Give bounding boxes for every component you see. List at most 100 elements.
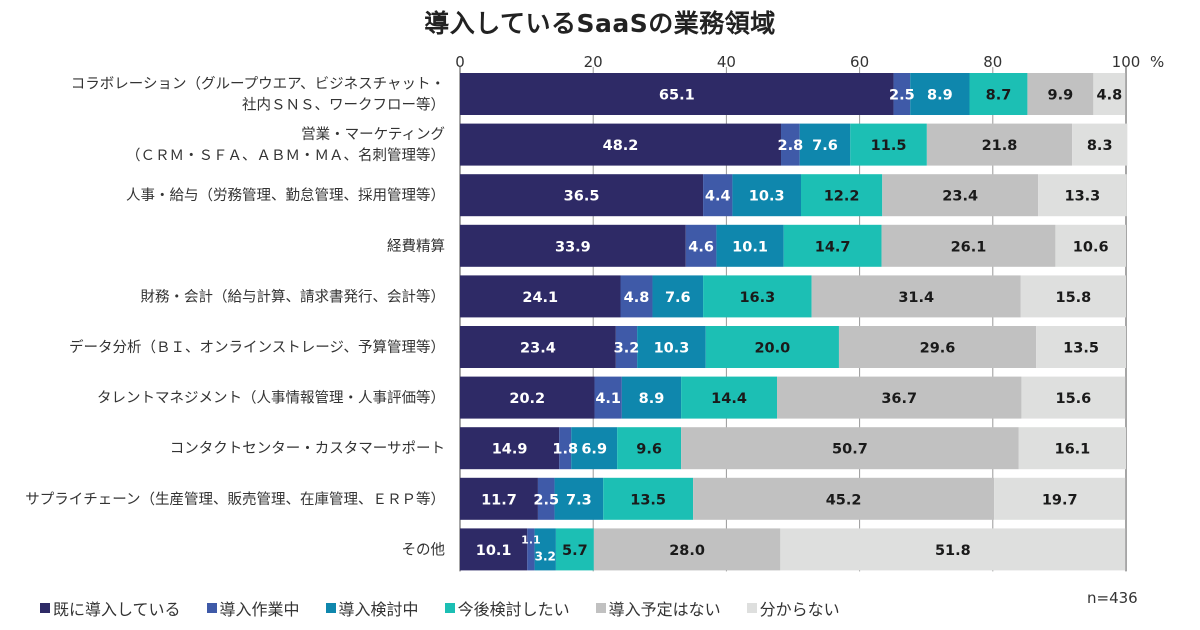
bar-segment	[850, 123, 927, 166]
bar-segment	[705, 326, 839, 368]
value-label: 28.0	[669, 543, 705, 559]
bar-segment	[571, 427, 618, 470]
bar-segment	[460, 174, 704, 217]
value-label: 8.9	[639, 391, 665, 407]
bar-segment	[617, 427, 682, 470]
bar-segment	[460, 275, 621, 318]
value-label: 13.3	[1064, 189, 1100, 205]
value-label: 3.2	[614, 341, 640, 357]
bar-segment	[534, 528, 556, 571]
bar-segment	[460, 376, 595, 419]
category-label: サプライチェーン（生産管理、販売管理、在庫管理、ＥＲＰ等）	[25, 490, 445, 508]
category-labels: コラボレーション（グループウエア、ビジネスチャット・社内ＳＮＳ、ワークフロー等）…	[25, 76, 445, 559]
category-label: タレントマネジメント（人事情報管理・人事評価等）	[97, 389, 445, 407]
legend-item: 分からない	[746, 596, 840, 620]
value-label: 10.1	[476, 543, 512, 559]
value-label: 65.1	[659, 88, 695, 104]
value-label: 33.9	[555, 239, 591, 255]
value-label: 2.5	[889, 88, 915, 104]
bar-segment	[652, 275, 704, 318]
legend-swatch	[325, 603, 336, 613]
value-label: 13.5	[1063, 341, 1099, 357]
bar-segment	[732, 174, 801, 217]
legend-item: 既に導入している	[40, 596, 181, 620]
bar-segment	[811, 275, 1021, 318]
bar-segment	[893, 73, 911, 115]
bar-segment	[460, 73, 894, 115]
value-labels: 65.1 2.5 8.9 8.7 9.9 4.8 48.2 2.8 7.6 11.5 21.8 8.3…	[476, 88, 1122, 564]
bar-segment	[460, 427, 560, 470]
legend-swatch	[206, 603, 217, 613]
bar-segment	[637, 326, 706, 368]
value-label: 16.1	[1054, 442, 1090, 458]
value-label: 50.7	[832, 442, 868, 458]
category-label: 営業・マーケティング	[301, 126, 445, 143]
value-label: 2.5	[533, 492, 559, 508]
value-label: 14.7	[815, 239, 851, 255]
value-label: 16.3	[739, 290, 775, 306]
bar-segment	[621, 376, 682, 419]
bar-segment	[703, 275, 812, 318]
sample-size-note: n=436	[1087, 589, 1138, 607]
bar-segment	[781, 123, 800, 166]
bar-segment	[594, 376, 622, 419]
bar-segment	[537, 477, 555, 520]
value-label: 10.1	[732, 239, 768, 255]
legend-swatch	[444, 603, 455, 613]
bar-segment	[603, 477, 694, 520]
value-label: 7.6	[665, 290, 691, 306]
value-label: 24.1	[522, 290, 558, 306]
category-label: その他	[402, 541, 446, 558]
bar-segment	[838, 326, 1037, 368]
category-label: コラボレーション（グループウエア、ビジネスチャット・	[71, 76, 445, 93]
bar-segment	[881, 224, 1056, 267]
bar-segment	[559, 427, 572, 470]
bar-segment	[1020, 275, 1126, 318]
value-label: 20.0	[754, 341, 790, 357]
bar-segment	[554, 477, 604, 520]
value-label: 48.2	[603, 138, 639, 154]
bar-segment	[681, 427, 1019, 470]
value-label: 3.2	[535, 549, 556, 563]
category-label: 財務・会計（給与計算、請求書発行、会計等）	[141, 287, 446, 305]
bar-segment	[777, 376, 1022, 419]
bar-segment	[1027, 73, 1094, 115]
bar-segment	[460, 326, 616, 368]
value-label: 26.1	[951, 239, 987, 255]
x-tick-label: 100	[1112, 53, 1141, 71]
value-label: 1.8	[552, 442, 578, 458]
value-label: 14.4	[711, 391, 747, 407]
value-label: 9.6	[636, 442, 662, 458]
bar-segment	[460, 123, 782, 166]
bar-segment	[693, 477, 995, 520]
value-label: 23.4	[520, 341, 556, 357]
x-tick-label: 20	[584, 53, 603, 71]
value-label: 19.7	[1042, 492, 1078, 508]
bar-segment	[783, 224, 882, 267]
x-tick-label: 60	[850, 53, 869, 71]
value-label: 29.6	[920, 341, 956, 357]
value-label: 2.8	[777, 138, 803, 154]
bar-segment	[681, 376, 778, 419]
value-label: 7.6	[812, 138, 838, 154]
value-label: 5.7	[562, 543, 588, 559]
value-label: 4.6	[688, 239, 714, 255]
bar-segment	[460, 477, 538, 520]
category-label: （ＣＲＭ・ＳＦＡ、ＡＢＭ・ＭＡ、名刺管理等）	[126, 146, 445, 164]
legend-label: 導入作業中	[219, 600, 300, 619]
legend-label: 今後検討したい	[457, 600, 570, 619]
bar-segment	[1055, 224, 1126, 267]
value-label: 4.1	[595, 391, 621, 407]
value-label: 8.3	[1087, 138, 1113, 154]
value-label: 12.2	[824, 189, 860, 205]
bar-segment	[799, 123, 851, 166]
bar-segment	[615, 326, 638, 368]
bar-segment	[703, 174, 733, 217]
value-label: 11.5	[871, 138, 907, 154]
value-label: 31.4	[898, 290, 934, 306]
value-label: 9.9	[1048, 88, 1074, 104]
legend: 既に導入している 導入作業中 導入検討中 今後検討したい 導入予定はない 分からない	[40, 596, 840, 620]
value-label: 14.9	[492, 442, 528, 458]
value-label: 10.3	[654, 341, 690, 357]
bar-segment	[716, 224, 784, 267]
